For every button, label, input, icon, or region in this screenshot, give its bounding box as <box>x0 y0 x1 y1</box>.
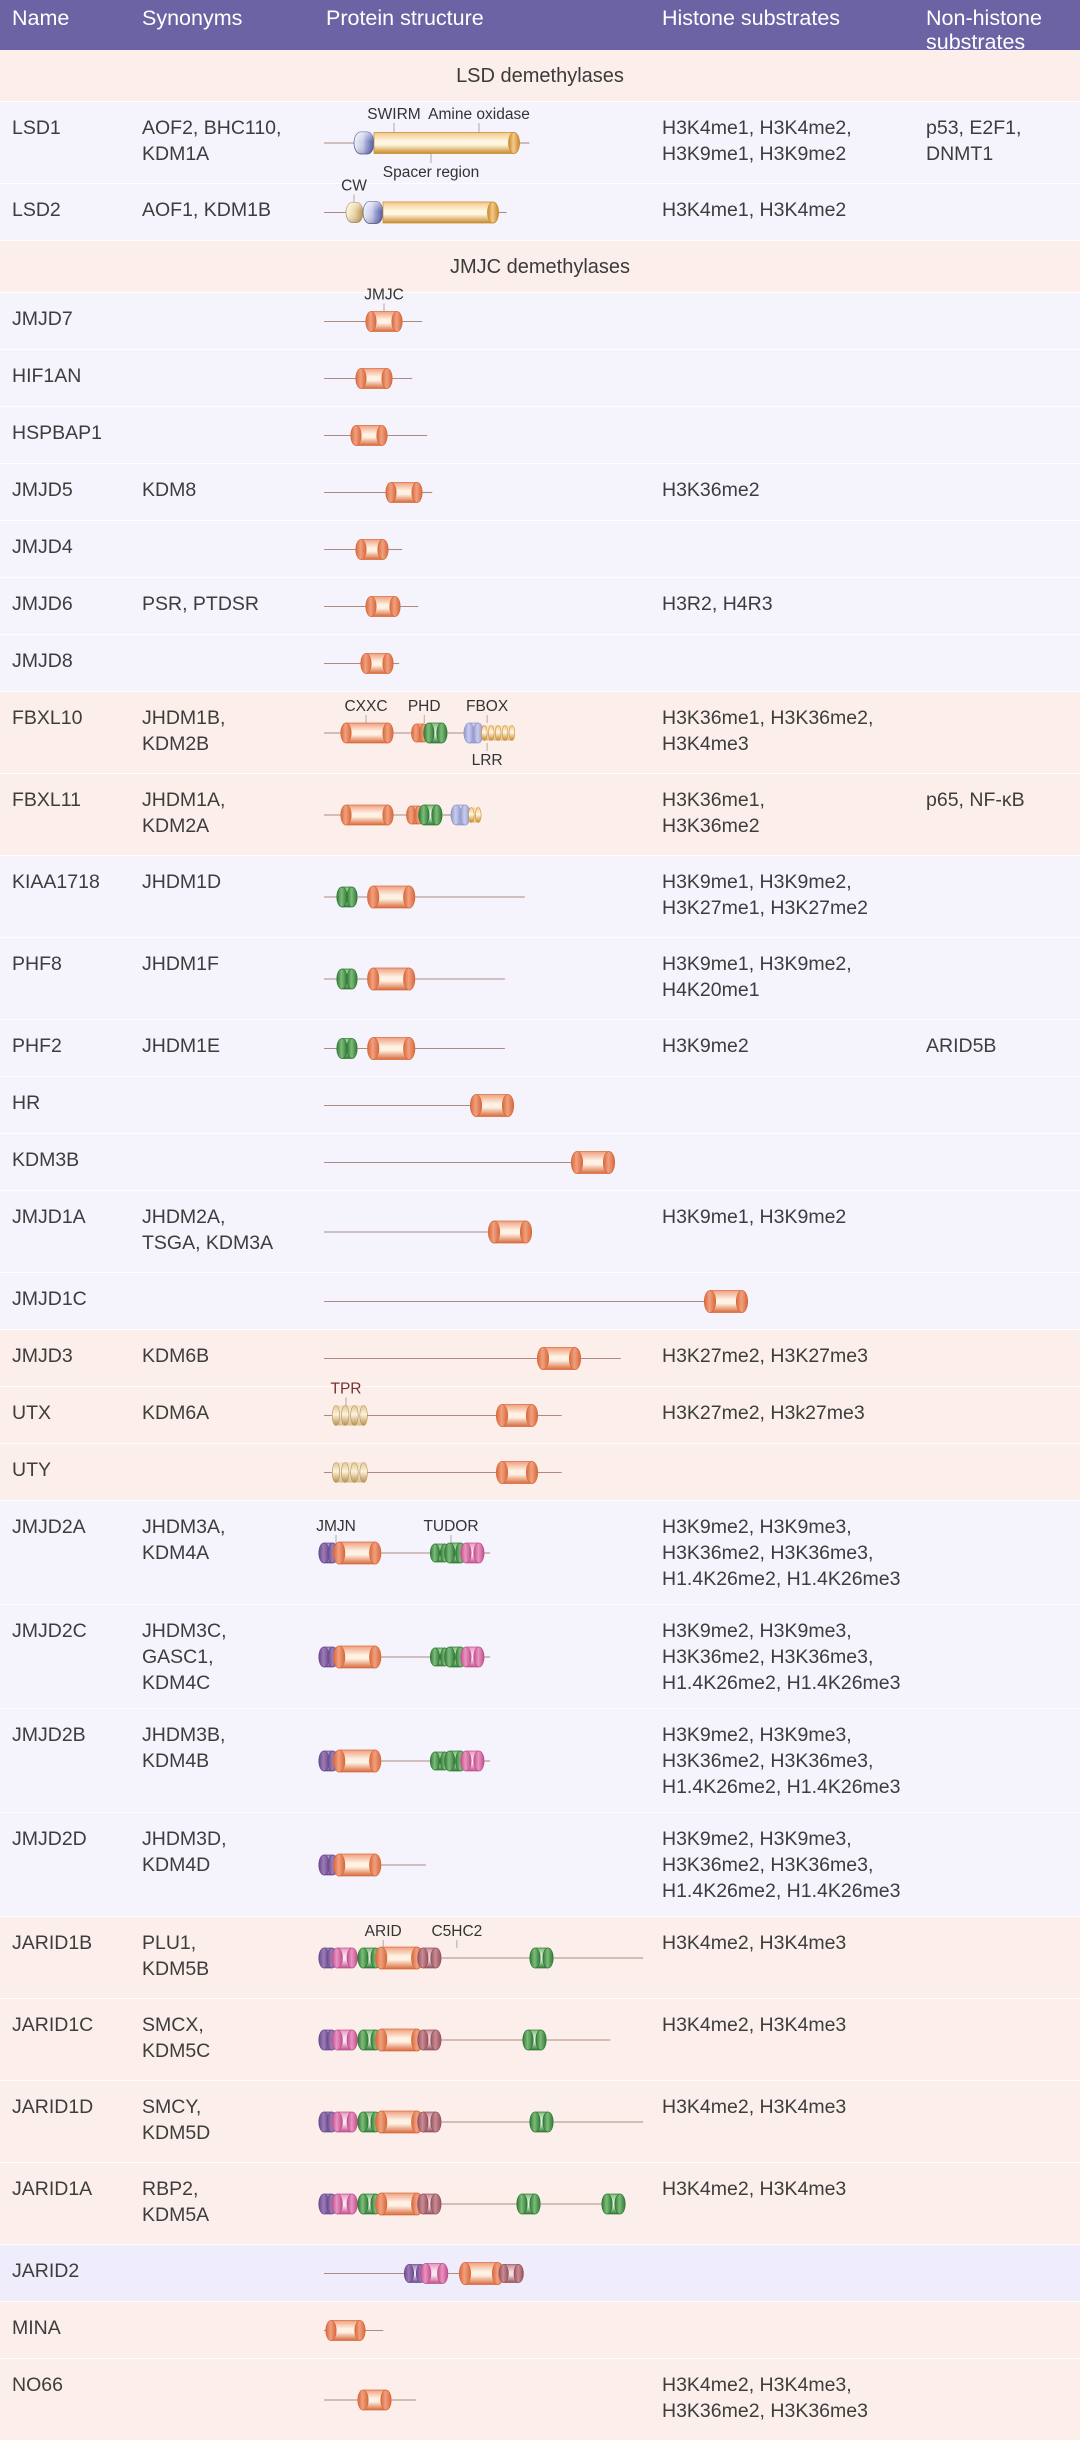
svg-text:CW: CW <box>341 178 367 195</box>
svg-text:FBOX: FBOX <box>466 698 509 715</box>
svg-text:JMJN: JMJN <box>316 1518 356 1535</box>
svg-text:ARID: ARID <box>365 1923 402 1940</box>
svg-text:SWIRM: SWIRM <box>367 106 420 123</box>
svg-text:Spacer region: Spacer region <box>383 164 480 181</box>
svg-text:TUDOR: TUDOR <box>423 1518 478 1535</box>
svg-text:LRR: LRR <box>472 752 503 769</box>
svg-text:Amine oxidase: Amine oxidase <box>428 106 530 123</box>
svg-text:TPR: TPR <box>331 1381 362 1398</box>
svg-text:C5HC2: C5HC2 <box>431 1923 482 1940</box>
svg-text:PHD: PHD <box>408 698 441 715</box>
svg-text:CXXC: CXXC <box>344 698 387 715</box>
svg-text:JMJC: JMJC <box>364 287 404 304</box>
